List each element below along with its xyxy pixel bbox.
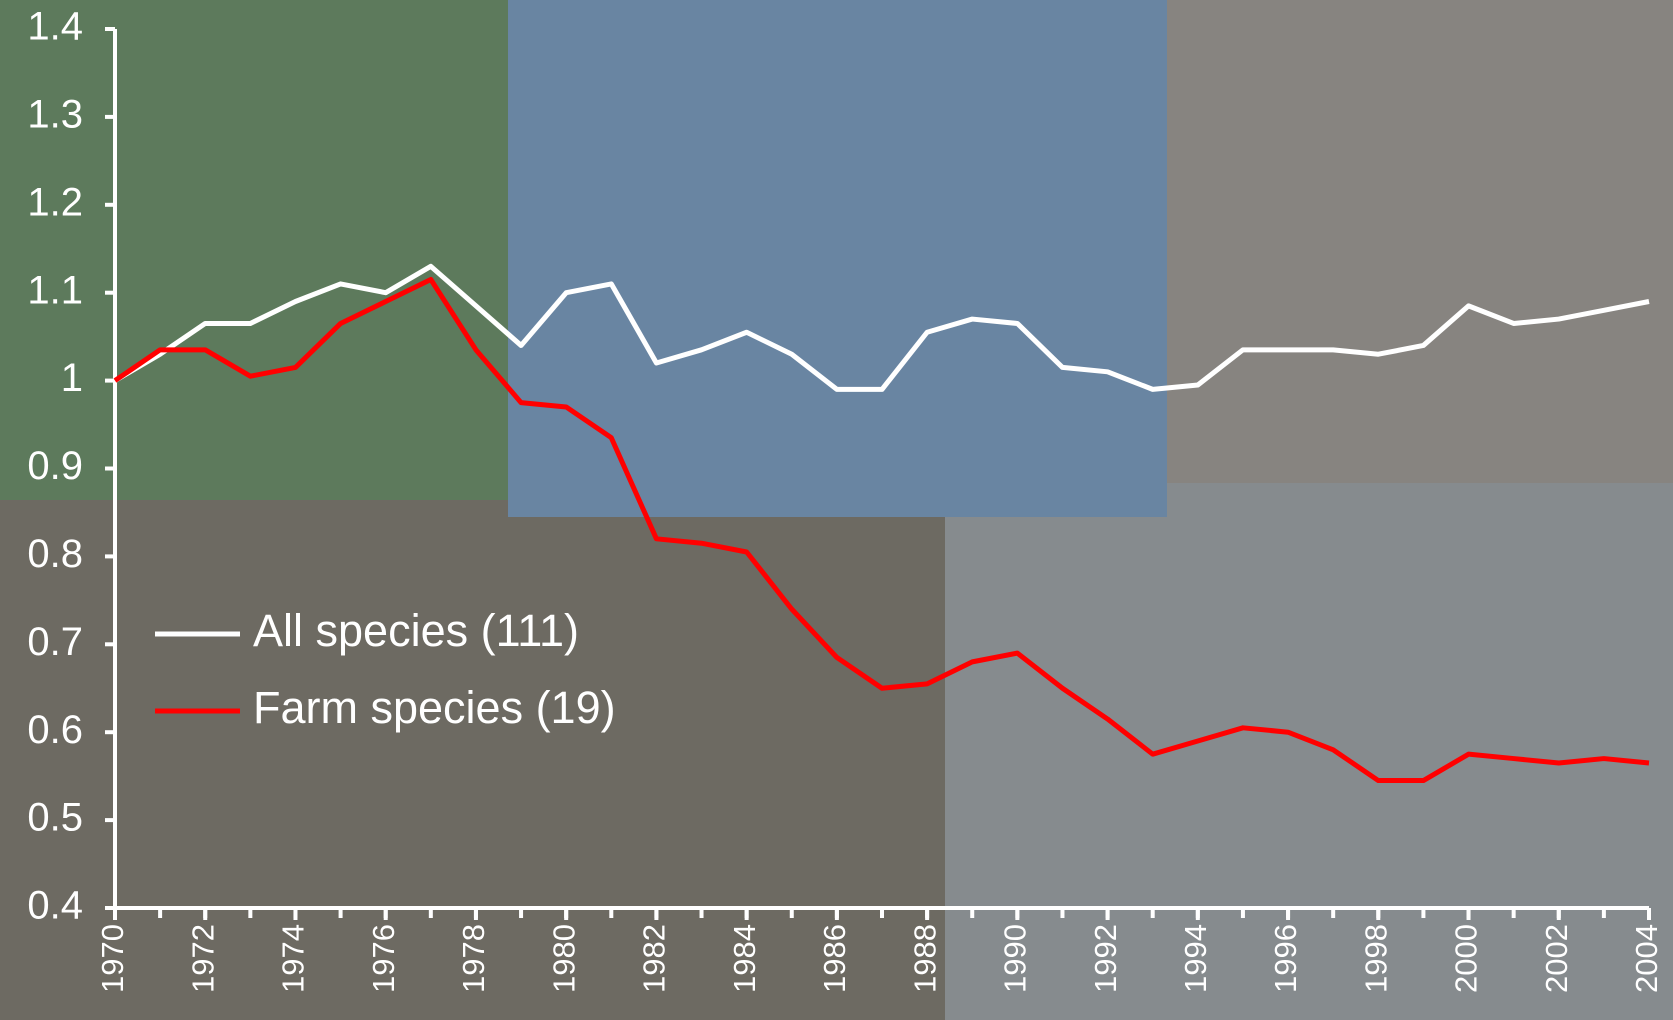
x-tick-label: 1988 (907, 924, 942, 993)
y-tick-label: 1 (61, 356, 83, 400)
y-tick-label: 1.3 (27, 92, 83, 136)
x-tick-label: 1972 (185, 924, 220, 993)
x-tick-label: 1986 (817, 924, 852, 993)
legend-label: All species (111) (253, 605, 579, 656)
x-tick-label: 1970 (95, 924, 130, 993)
x-tick-label: 1980 (546, 924, 581, 993)
y-tick-label: 0.4 (27, 884, 83, 928)
x-tick-label: 1994 (1178, 924, 1213, 993)
x-tick-label: 1982 (637, 924, 672, 993)
photo-starling (945, 437, 1673, 1020)
photo-thrush (508, 0, 1167, 517)
x-tick-label: 2004 (1629, 924, 1664, 993)
y-tick-label: 0.7 (27, 620, 83, 664)
photo-dunnock (1167, 0, 1673, 483)
x-tick-label: 2002 (1539, 924, 1574, 993)
photo-sparrow (0, 500, 945, 1020)
y-tick-label: 0.8 (27, 532, 83, 576)
x-tick-label: 2000 (1449, 924, 1484, 993)
x-tick-label: 1978 (456, 924, 491, 993)
x-tick-label: 1998 (1358, 924, 1393, 993)
x-tick-label: 1974 (276, 924, 311, 993)
legend-label: Farm species (19) (253, 682, 616, 733)
x-tick-label: 1992 (1088, 924, 1123, 993)
x-tick-label: 1990 (998, 924, 1033, 993)
y-tick-label: 1.4 (27, 5, 83, 49)
series-line (113, 277, 1650, 784)
series-line (113, 263, 1650, 392)
y-tick-label: 1.1 (27, 268, 83, 312)
photo-bunting (0, 0, 508, 500)
x-tick-label: 1984 (727, 924, 762, 993)
y-tick-label: 1.2 (27, 180, 83, 224)
y-tick-label: 0.9 (27, 444, 83, 488)
x-tick-label: 1976 (366, 924, 401, 993)
y-tick-label: 0.5 (27, 796, 83, 840)
y-tick-label: 0.6 (27, 708, 83, 752)
x-tick-label: 1996 (1268, 924, 1303, 993)
